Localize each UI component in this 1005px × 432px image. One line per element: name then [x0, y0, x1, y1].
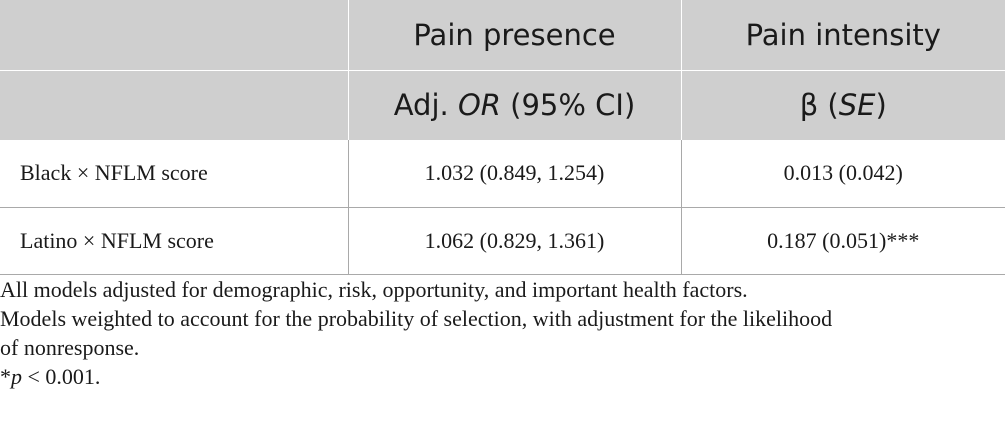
table-body: Black × NFLM score 1.032 (0.849, 1.254) …: [0, 140, 1005, 275]
row-label: Latino × NFLM score: [0, 207, 349, 275]
header-adj-or-prefix: Adj.: [393, 88, 458, 123]
table-row: Black × NFLM score 1.032 (0.849, 1.254) …: [0, 140, 1005, 208]
table-row: Latino × NFLM score 1.062 (0.829, 1.361)…: [0, 207, 1005, 275]
footnote-threshold: < 0.001.: [22, 364, 101, 389]
header-row-1: Pain presence Pain intensity: [0, 0, 1005, 71]
header-pain-presence: Pain presence: [348, 0, 682, 71]
header-se-italic: SE: [838, 88, 876, 123]
note-adjustment: All models adjusted for demographic, ris…: [0, 277, 748, 302]
header-or-italic: OR: [457, 88, 501, 123]
footnote-star: *: [0, 364, 11, 389]
row-label: Black × NFLM score: [0, 140, 349, 208]
note-significance: *p < 0.001.: [0, 362, 1000, 391]
table-notes: All models adjusted for demographic, ris…: [0, 275, 1000, 391]
note-weighting: Models weighted to account for the proba…: [0, 306, 833, 360]
header-ci-suffix: (95% CI): [500, 88, 636, 123]
header-beta-se: β (SE): [681, 70, 1005, 140]
intensity-value: 0.187 (0.051)***: [681, 207, 1005, 275]
header-empty-cell: [0, 0, 349, 71]
presence-value: 1.062 (0.829, 1.361): [348, 207, 682, 275]
results-table: Pain presence Pain intensity Adj. OR (95…: [0, 0, 1005, 275]
header-empty-cell-2: [0, 70, 349, 140]
footnote-p-italic: p: [11, 364, 22, 389]
presence-value: 1.032 (0.849, 1.254): [348, 140, 682, 208]
results-table-container: Pain presence Pain intensity Adj. OR (95…: [0, 0, 1005, 275]
header-row-2: Adj. OR (95% CI) β (SE): [0, 70, 1005, 140]
header-beta-prefix: β (: [799, 88, 839, 123]
header-adj-or: Adj. OR (95% CI): [348, 70, 682, 140]
intensity-value: 0.013 (0.042): [681, 140, 1005, 208]
header-pain-intensity: Pain intensity: [681, 0, 1005, 71]
table-header: Pain presence Pain intensity Adj. OR (95…: [0, 0, 1005, 140]
header-beta-suffix: ): [875, 88, 887, 123]
